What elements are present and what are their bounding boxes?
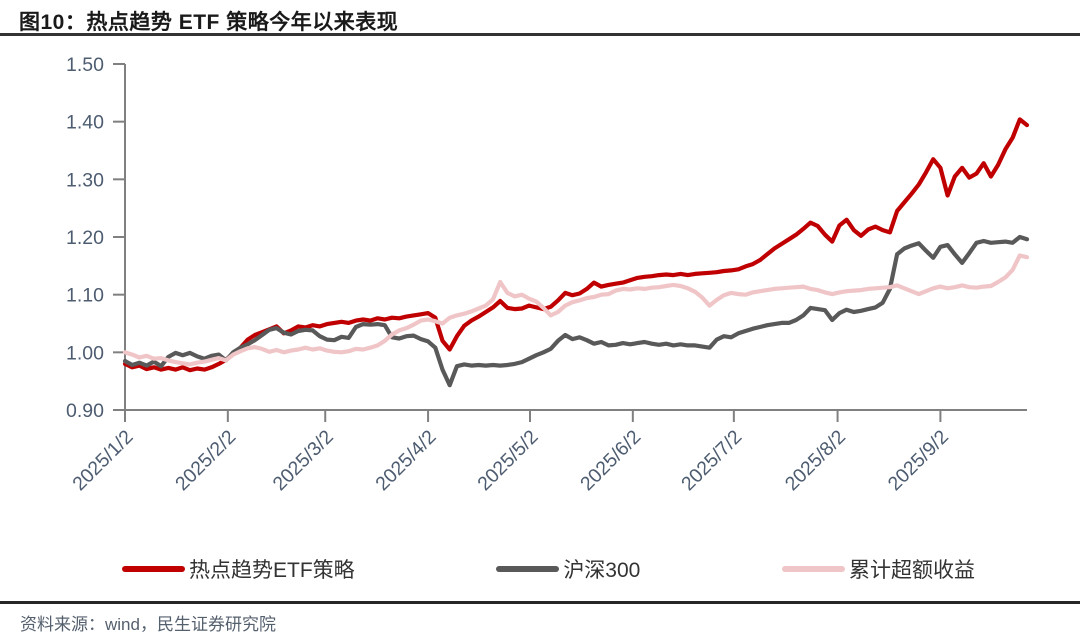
series-line-0 [122,117,1030,373]
legend-item-etf-strategy: 热点趋势ETF策略 [122,554,355,584]
series-line-2 [122,253,1030,367]
y-tick-label: 1.10 [66,285,104,307]
y-tick-label: 1.30 [66,169,104,191]
legend-item-excess-return: 累计超额收益 [782,554,975,584]
y-tick-label: 1.00 [66,342,104,364]
line-chart: 1.50 1.40 1.30 1.20 1.10 1.00 0.90 2025/1/2 2025… [66,54,1030,495]
x-tick-label: 2025/4/2 [371,426,440,495]
y-tick-label: 0.90 [66,400,104,422]
source-note: 资料来源：wind，民生证券研究院 [20,615,276,634]
y-tick-label: 1.50 [66,54,104,76]
footer-divider [0,601,1080,604]
x-tick-label: 2025/5/2 [473,426,542,495]
series-line-1 [122,234,1030,388]
chart-legend: 热点趋势ETF策略 沪深300 累计超额收益 [122,554,975,584]
gray-line-swatch [496,566,560,572]
title-underline [0,33,1080,36]
y-tick-label: 1.20 [66,227,104,249]
x-tick-label: 2025/8/2 [781,426,850,495]
x-tick-label: 2025/3/2 [269,426,338,495]
x-tick-label: 2025/6/2 [576,426,645,495]
red-line-swatch [122,566,185,572]
x-tick-label: 2025/7/2 [677,426,746,495]
y-tick-label: 1.40 [66,112,104,134]
x-tick-label: 2025/2/2 [171,426,240,495]
page-title: 图10：热点趋势 ETF 策略今年以来表现 [19,11,399,34]
legend-label: 热点趋势ETF策略 [189,559,355,582]
x-tick-label: 2025/1/2 [68,426,137,495]
x-tick-label: 2025/9/2 [884,426,953,495]
pink-line-swatch [782,566,845,572]
legend-label: 沪深300 [563,559,641,582]
legend-item-csi300: 沪深300 [496,554,640,584]
legend-label: 累计超额收益 [849,559,975,582]
